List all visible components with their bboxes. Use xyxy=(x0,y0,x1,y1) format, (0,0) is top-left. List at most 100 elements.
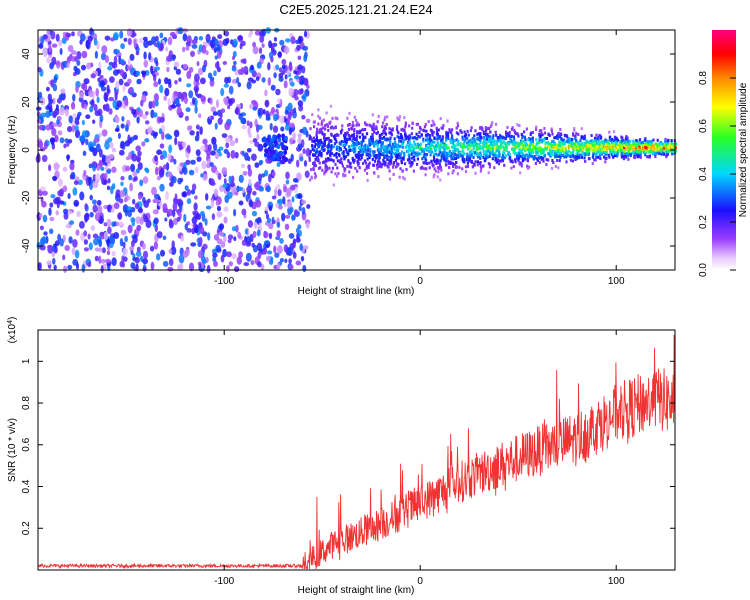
heatmap-cell xyxy=(156,231,163,239)
heatmap-cell xyxy=(244,228,248,235)
heatmap-cell xyxy=(56,97,62,104)
heatmap-cell xyxy=(185,107,191,113)
heatmap-cell xyxy=(447,161,450,165)
heatmap-cell xyxy=(92,119,96,124)
heatmap-cell xyxy=(323,124,327,128)
heatmap-cell xyxy=(497,136,500,140)
heatmap-cell xyxy=(241,163,245,168)
heatmap-cell xyxy=(252,46,259,55)
heatmap-cell xyxy=(484,156,488,160)
heatmap-cell xyxy=(201,259,207,265)
heatmap-cell xyxy=(326,125,329,128)
heatmap-cell xyxy=(375,155,379,159)
heatmap-cell xyxy=(195,81,200,86)
heatmap-cell xyxy=(310,168,313,172)
heatmap-cell xyxy=(75,120,80,126)
heatmap-cell xyxy=(560,148,563,151)
heatmap-cell xyxy=(74,56,78,62)
heatmap-cell xyxy=(81,50,88,59)
heatmap-cell xyxy=(476,160,479,164)
heatmap-cell xyxy=(610,147,613,151)
heatmap-cell xyxy=(434,148,437,152)
heatmap-cell xyxy=(272,113,279,122)
heatmap-cell xyxy=(526,158,529,162)
heatmap-cell xyxy=(360,140,363,144)
heatmap-cell xyxy=(171,54,177,60)
heatmap-cell xyxy=(424,154,427,158)
heatmap-cell xyxy=(290,36,296,45)
heatmap-cell xyxy=(187,189,191,196)
heatmap-cell xyxy=(244,152,249,161)
heatmap-cell xyxy=(408,141,411,145)
heatmap-cell xyxy=(661,142,664,146)
heatmap-cell xyxy=(404,123,407,127)
heatmap-cell xyxy=(261,173,266,178)
heatmap-cell xyxy=(119,237,124,247)
heatmap-cell xyxy=(487,171,490,175)
x-tick-label: 100 xyxy=(608,276,625,287)
heatmap-cell xyxy=(93,37,98,46)
heatmap-cell xyxy=(553,136,556,140)
heatmap-cell xyxy=(83,169,87,177)
heatmap-cell xyxy=(400,145,403,148)
heatmap-cell xyxy=(238,200,244,206)
heatmap-cell xyxy=(586,145,589,149)
heatmap-cell xyxy=(317,145,320,149)
heatmap-cell xyxy=(127,134,131,143)
heatmap-cell xyxy=(66,62,70,69)
heatmap-cell xyxy=(268,204,272,210)
heatmap-cell xyxy=(452,141,455,145)
heatmap-cell xyxy=(87,261,92,268)
heatmap-cell xyxy=(565,155,568,159)
heatmap-cell xyxy=(534,128,538,131)
heatmap-cell xyxy=(379,163,382,167)
heatmap-cell xyxy=(136,116,140,124)
heatmap-cell xyxy=(631,146,634,150)
heatmap-cell xyxy=(604,160,607,164)
heatmap-cell xyxy=(191,39,198,45)
heatmap-cell xyxy=(333,153,336,157)
heatmap-cell xyxy=(226,265,230,273)
heatmap-cell xyxy=(421,157,424,161)
heatmap-cell xyxy=(372,140,375,144)
heatmap-cell xyxy=(555,151,559,155)
heatmap-cell xyxy=(162,235,167,240)
heatmap-cell xyxy=(520,155,523,159)
heatmap-cell xyxy=(573,142,576,146)
heatmap-cell xyxy=(626,144,629,148)
heatmap-cell xyxy=(392,172,395,176)
heatmap-cell xyxy=(598,142,601,146)
heatmap-cell xyxy=(320,147,323,151)
heatmap-cell xyxy=(386,164,389,168)
heatmap-cell xyxy=(289,122,295,128)
heatmap-cell xyxy=(223,216,228,224)
heatmap-cell xyxy=(52,110,56,117)
heatmap-cell xyxy=(190,159,196,165)
heatmap-cell xyxy=(398,175,401,179)
heatmap-cell xyxy=(447,146,450,150)
heatmap-cell xyxy=(148,101,153,109)
heatmap-cell xyxy=(489,130,492,134)
heatmap-cell xyxy=(456,139,459,143)
heatmap-cell xyxy=(352,141,355,145)
heatmap-cell xyxy=(392,165,395,169)
heatmap-cell xyxy=(245,241,252,247)
x-tick-label: -100 xyxy=(214,576,234,587)
heatmap-cell xyxy=(431,140,434,144)
heatmap-cell xyxy=(438,153,441,157)
heatmap-cell xyxy=(323,172,326,176)
heatmap-cell xyxy=(524,146,527,150)
heatmap-cell xyxy=(72,259,79,266)
heatmap-cell xyxy=(401,150,404,154)
heatmap-cell xyxy=(136,224,142,232)
heatmap-cell xyxy=(667,150,670,154)
heatmap-cell xyxy=(319,139,322,143)
heatmap-cell xyxy=(333,135,336,139)
heatmap-cell xyxy=(378,160,381,164)
heatmap-cell xyxy=(415,122,418,126)
heatmap-cell xyxy=(558,159,561,163)
heatmap-cell xyxy=(408,157,411,161)
heatmap-cell xyxy=(414,153,418,157)
heatmap-cell xyxy=(447,172,450,176)
heatmap-cell xyxy=(531,140,534,143)
